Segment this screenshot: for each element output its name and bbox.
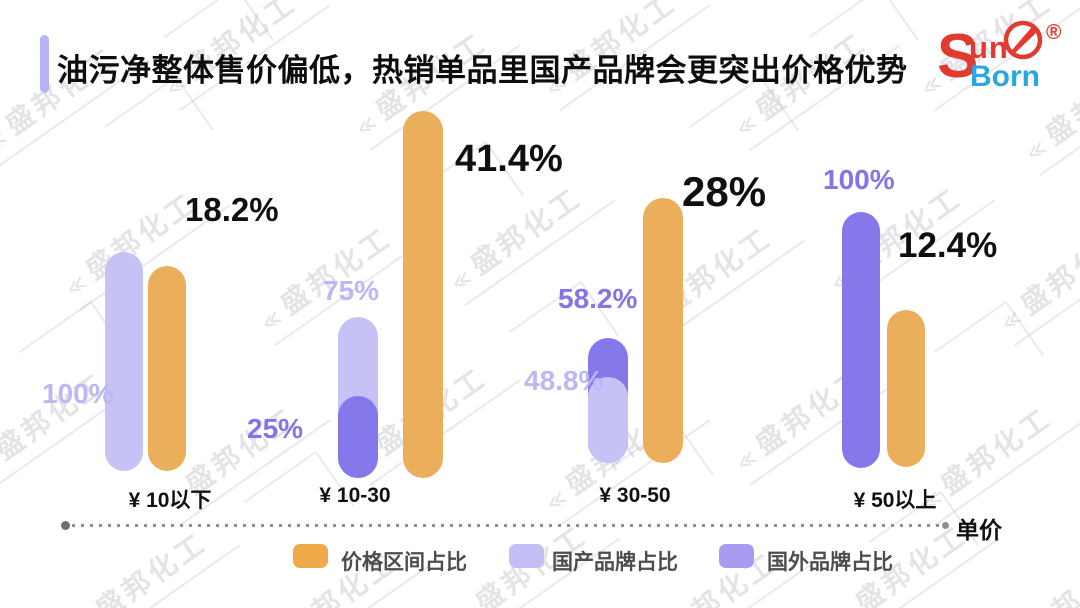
label-price-over50: 12.4% [898, 226, 998, 265]
label-foreign-over50: 100% [823, 164, 895, 195]
x-axis-dotted-line [72, 524, 940, 527]
x-tick-30-50: ¥ 30-50 [599, 484, 671, 507]
legend-label-price: 价格区间占比 [341, 551, 467, 574]
label-domestic-under10: 100% [42, 378, 114, 409]
bar-price-30-50 [643, 198, 683, 463]
x-tick-over50: ¥ 50以上 [853, 489, 937, 512]
bar-domestic-30-50 [588, 377, 628, 463]
label-domestic-10-30: 75% [323, 275, 380, 306]
axis-end-dot [942, 522, 949, 529]
legend-label-foreign: 国外品牌占比 [767, 551, 893, 574]
label-foreign-30-50: 58.2% [558, 283, 638, 314]
logo-text-born: Born [970, 60, 1040, 93]
title-accent-bar [40, 35, 49, 93]
label-price-under10: 18.2% [185, 191, 279, 228]
legend-swatch-domestic [509, 544, 544, 568]
label-price-30-50: 28% [682, 168, 767, 215]
logo-text-sun: un [969, 30, 1009, 65]
label-foreign-10-30: 25% [247, 413, 304, 444]
legend-label-domestic: 国产品牌占比 [552, 551, 678, 574]
registered-trademark-icon: ® [1046, 21, 1062, 44]
sunborn-logo: S un Born ® [933, 18, 1068, 100]
page-title: 油污净整体售价偏低，热销单品里国产品牌会更突出价格优势 [57, 53, 908, 88]
label-domestic-30-50: 48.8% [524, 365, 604, 396]
logo-letter-s: S [937, 22, 979, 91]
bar-foreign-10-30 [338, 396, 378, 478]
bar-price-under10 [148, 266, 186, 471]
label-price-10-30: 41.4% [455, 138, 563, 180]
bar-foreign-over50 [842, 212, 880, 468]
x-tick-under10: ¥ 10以下 [128, 489, 212, 512]
bar-domestic-under10 [105, 252, 143, 471]
bar-price-over50 [887, 310, 925, 467]
legend-swatch-foreign [719, 544, 754, 568]
sun-dial-icon [1003, 20, 1043, 60]
legend-swatch-price [293, 544, 328, 568]
axis-start-dot [61, 521, 70, 530]
bar-price-10-30 [403, 111, 443, 478]
x-axis-label: 单价 [956, 517, 1002, 543]
x-tick-10-30: ¥ 10-30 [319, 484, 391, 507]
